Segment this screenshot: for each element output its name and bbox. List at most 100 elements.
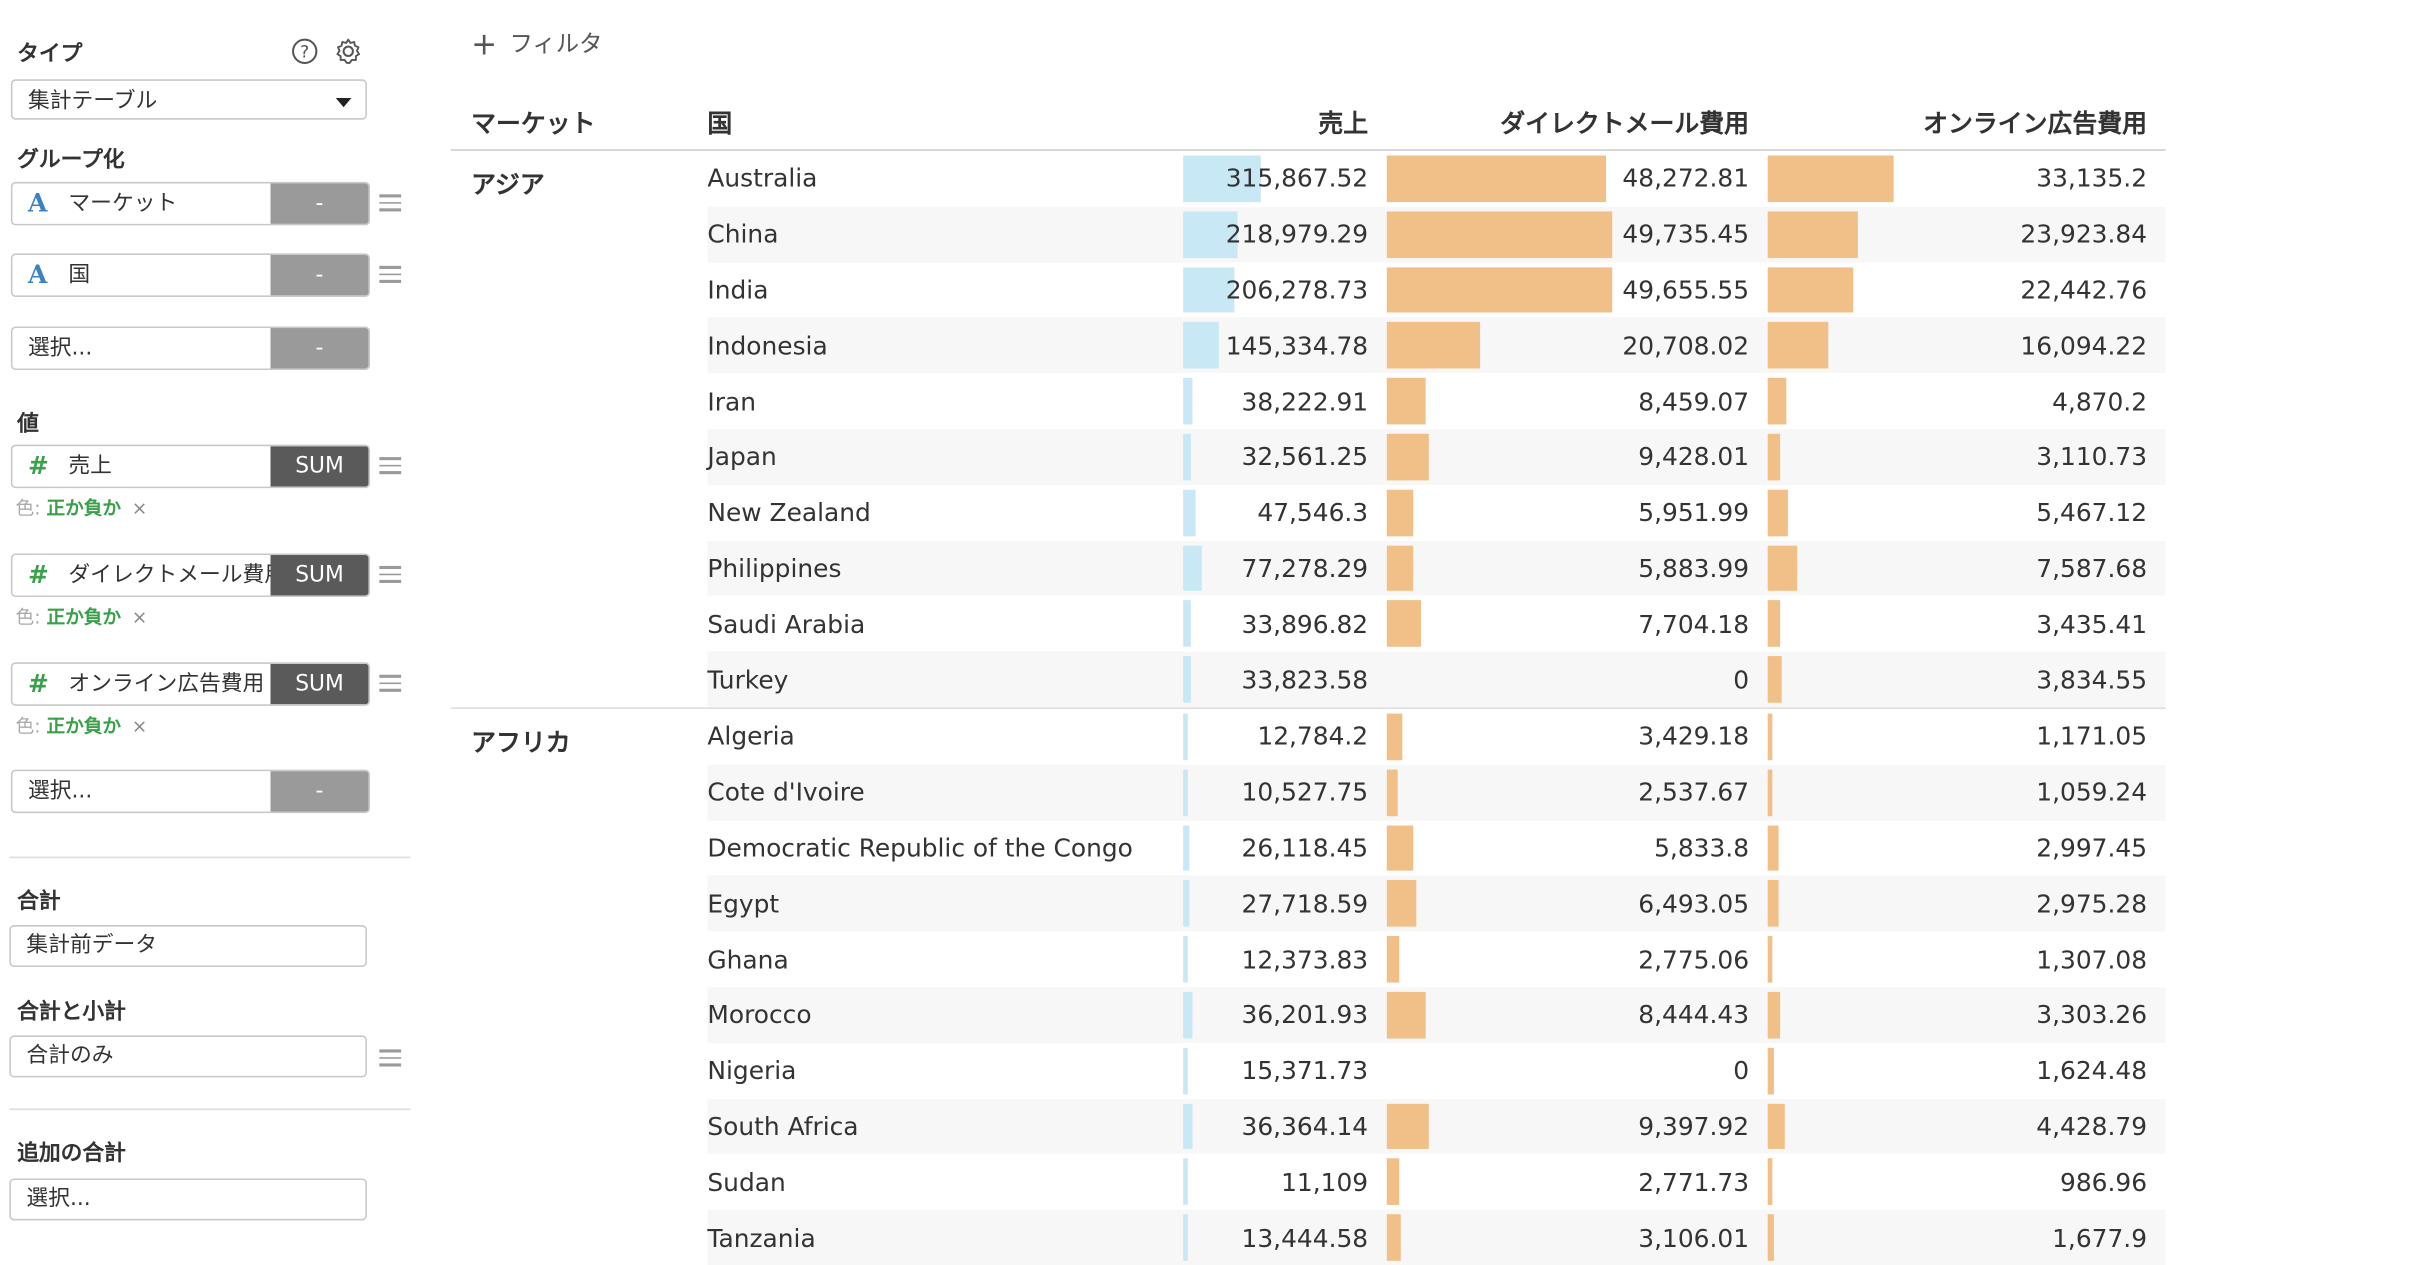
header-dm[interactable]: ダイレクトメール費用 <box>1386 91 1768 151</box>
color-value-link[interactable]: 正か負か <box>46 715 122 737</box>
value-field-dm[interactable]: # ダイレクトメール費用 SUM <box>10 553 371 598</box>
country-cell: Egypt <box>707 875 1184 932</box>
online-cell: 33,135.2 <box>1767 150 2166 206</box>
drag-handle-icon[interactable] <box>379 261 402 287</box>
country-cell: New Zealand <box>707 497 871 528</box>
color-value-link[interactable]: 正か負か <box>46 497 122 520</box>
header-market[interactable]: マーケット <box>450 91 708 151</box>
dm-bar <box>1386 211 1613 258</box>
table-row: Indonesia 145,334.78 20,708.02 16,094.22 <box>451 317 2166 374</box>
header-online[interactable]: オンライン広告費用 <box>1767 91 2166 151</box>
drag-handle-icon[interactable] <box>379 1045 402 1071</box>
close-icon[interactable]: × <box>131 715 148 737</box>
subtotal-select[interactable]: 合計のみ <box>9 1035 367 1078</box>
sales-bar <box>1183 489 1196 536</box>
aggregate-button[interactable]: SUM <box>270 663 369 705</box>
sales-cell: 206,278.73 <box>1183 262 1387 318</box>
gear-icon[interactable] <box>334 37 362 65</box>
dm-bar <box>1386 322 1481 369</box>
online-bar <box>1767 600 1781 648</box>
online-bar <box>1767 1214 1774 1261</box>
sales-bar <box>1183 266 1235 314</box>
sales-bar <box>1183 991 1193 1039</box>
value-field-online[interactable]: # オンライン広告費用 SUM <box>10 662 371 706</box>
online-cell: 4,428.79 <box>1767 1098 2166 1155</box>
type-select[interactable]: 集計テーブル <box>10 79 367 120</box>
color-value-link[interactable]: 正か負か <box>46 606 122 629</box>
group-field-market[interactable]: A マーケット - <box>10 181 371 226</box>
dm-value: 3,429.18 <box>1638 721 1750 752</box>
value-field-name: オンライン広告費用 <box>68 671 265 697</box>
group-field-country[interactable]: A 国 - <box>10 253 371 297</box>
string-type-icon: A <box>27 259 48 290</box>
table-row: India 206,278.73 49,655.55 22,442.76 <box>451 262 2166 318</box>
sales-bar <box>1183 155 1261 202</box>
sales-value: 33,823.58 <box>1241 664 1369 695</box>
sales-bar <box>1183 600 1191 648</box>
online-cell: 1,307.08 <box>1767 932 2166 988</box>
aggregate-button[interactable]: SUM <box>270 555 369 596</box>
number-type-icon: # <box>27 559 49 590</box>
online-cell: 3,435.41 <box>1767 596 2166 652</box>
online-value: 5,467.12 <box>2036 497 2148 528</box>
country-cell: South Africa <box>707 1098 1184 1155</box>
total-select[interactable]: 集計前データ <box>9 925 367 968</box>
sales-value: 32,561.25 <box>1241 442 1369 472</box>
country-cell: Sudan <box>707 1167 786 1197</box>
sales-cell: 26,118.45 <box>1183 820 1387 876</box>
online-cell: 3,303.26 <box>1767 987 2166 1043</box>
color-setting: 色: 正か負か × <box>16 712 148 738</box>
group-label: グループ化 <box>17 147 125 173</box>
sales-value: 12,784.2 <box>1257 721 1369 752</box>
group-field-option-button[interactable]: - <box>270 254 369 296</box>
help-icon[interactable]: ? <box>291 37 319 65</box>
country-cell: Morocco <box>707 987 1184 1043</box>
value-field-sales[interactable]: # 売上 SUM <box>10 444 371 489</box>
group-field-option-button[interactable]: - <box>270 183 369 224</box>
sales-bar <box>1183 713 1188 760</box>
sales-cell: 12,784.2 <box>1183 707 1387 765</box>
online-bar <box>1767 378 1787 425</box>
dm-value: 0 <box>1733 664 1750 695</box>
aggregate-button[interactable]: SUM <box>270 446 369 487</box>
group-field-select[interactable]: 選択... - <box>10 326 371 371</box>
online-bar <box>1767 880 1779 927</box>
online-bar <box>1767 545 1798 592</box>
sales-cell: 33,823.58 <box>1183 651 1387 709</box>
online-value: 7,587.68 <box>2036 553 2148 583</box>
group-field-option-button[interactable]: - <box>270 328 369 369</box>
value-field-select[interactable]: 選択... - <box>10 769 371 814</box>
drag-handle-icon[interactable] <box>379 190 402 216</box>
drag-handle-icon[interactable] <box>379 670 402 696</box>
table-row: アジア Australia 315,867.52 48,272.81 33,135.2 <box>450 150 2166 709</box>
dm-bar <box>1386 600 1421 648</box>
country-cell: Tanzania <box>707 1209 1184 1265</box>
sales-bar <box>1183 378 1193 425</box>
header-country[interactable]: 国 <box>707 91 1184 151</box>
dm-bar <box>1386 1214 1401 1261</box>
online-value: 3,303.26 <box>2036 1000 2148 1030</box>
sales-bar <box>1183 656 1191 703</box>
online-value: 16,094.22 <box>2020 330 2148 361</box>
table-row: Philippines 77,278.29 5,883.99 7,587.68 <box>451 540 2166 597</box>
value-field-select-text: 選択... <box>27 778 93 804</box>
divider <box>9 856 411 859</box>
value-field-option-button[interactable]: - <box>270 771 369 812</box>
drag-handle-icon[interactable] <box>379 561 402 587</box>
close-icon[interactable]: × <box>131 497 148 520</box>
sales-cell: 218,979.29 <box>1183 206 1387 263</box>
extra-total-select[interactable]: 選択... <box>9 1178 367 1221</box>
drag-handle-icon[interactable] <box>379 452 402 478</box>
country-cell: Ghana <box>707 944 789 975</box>
sales-bar <box>1183 880 1190 927</box>
add-filter-button[interactable]: + フィルタ <box>471 26 602 59</box>
header-sales[interactable]: 売上 <box>1183 91 1387 151</box>
table-row: Iran 38,222.91 8,459.07 4,870.2 <box>451 373 2166 429</box>
online-bar <box>1767 1158 1773 1206</box>
table-row: アフリカ Algeria 12,784.2 3,429.18 1,171.05 <box>450 707 2166 1265</box>
country-cell: Turkey <box>707 651 1184 709</box>
group-field-name: 国 <box>68 262 91 288</box>
close-icon[interactable]: × <box>131 606 148 629</box>
online-value: 33,135.2 <box>2036 163 2148 194</box>
country-cell: Iran <box>707 386 756 417</box>
